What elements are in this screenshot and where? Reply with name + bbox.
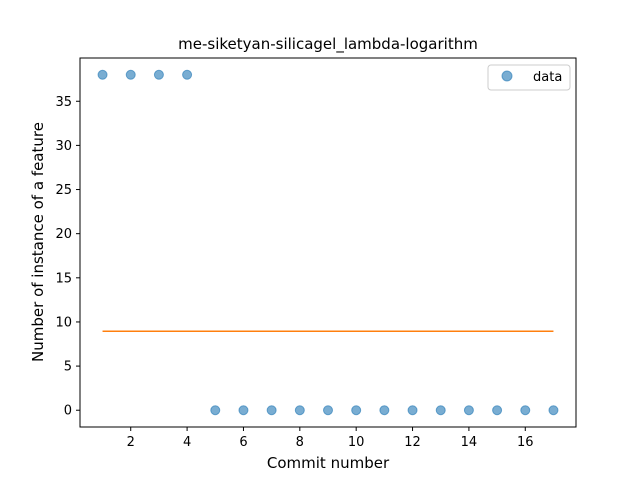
legend-label-data: data [533, 70, 562, 85]
ticks-layer: 2 4 6 8 10 12 14 16 0 5 10 15 20 25 30 35 [55, 95, 533, 450]
legend-marker-data [501, 70, 513, 82]
data-point [266, 405, 277, 416]
data-point [182, 69, 193, 80]
y-tick-label: 15 [55, 271, 72, 286]
data-point [407, 405, 418, 416]
x-tick-label: 8 [296, 435, 304, 450]
data-point [351, 405, 362, 416]
y-axis-label: Number of instance of a feature [29, 122, 47, 362]
data-point [520, 405, 531, 416]
plot-area-frame [79, 57, 577, 428]
data-point [379, 405, 390, 416]
legend: data [487, 64, 571, 91]
data-point [323, 405, 333, 416]
y-tick-label: 25 [55, 183, 72, 198]
x-axis-label: Commit number [267, 454, 390, 472]
y-tick-label: 0 [64, 404, 72, 419]
x-tick-label: 12 [404, 435, 421, 450]
data-point [125, 69, 136, 80]
data-point [210, 405, 221, 416]
data-point [294, 405, 305, 416]
x-tick-label: 10 [348, 435, 365, 450]
data-point [492, 405, 503, 416]
y-tick-label: 5 [64, 360, 72, 375]
data-points-layer [97, 69, 559, 416]
x-tick-label: 2 [127, 435, 135, 450]
data-point [548, 405, 559, 416]
x-tick-label: 4 [183, 435, 191, 450]
data-point [238, 405, 249, 416]
y-tick-label: 30 [55, 139, 72, 154]
x-tick-label: 14 [461, 435, 478, 450]
data-point [153, 69, 164, 80]
data-point [463, 405, 474, 416]
y-tick-label: 35 [55, 95, 72, 110]
x-tick-label: 16 [517, 435, 534, 450]
y-tick-label: 10 [55, 315, 72, 330]
chart-title: me-siketyan-silicagel_lambda-logarithm [178, 35, 478, 54]
data-point [435, 405, 446, 416]
x-tick-label: 6 [239, 435, 247, 450]
data-point [97, 69, 108, 80]
y-tick-label: 20 [55, 227, 72, 242]
